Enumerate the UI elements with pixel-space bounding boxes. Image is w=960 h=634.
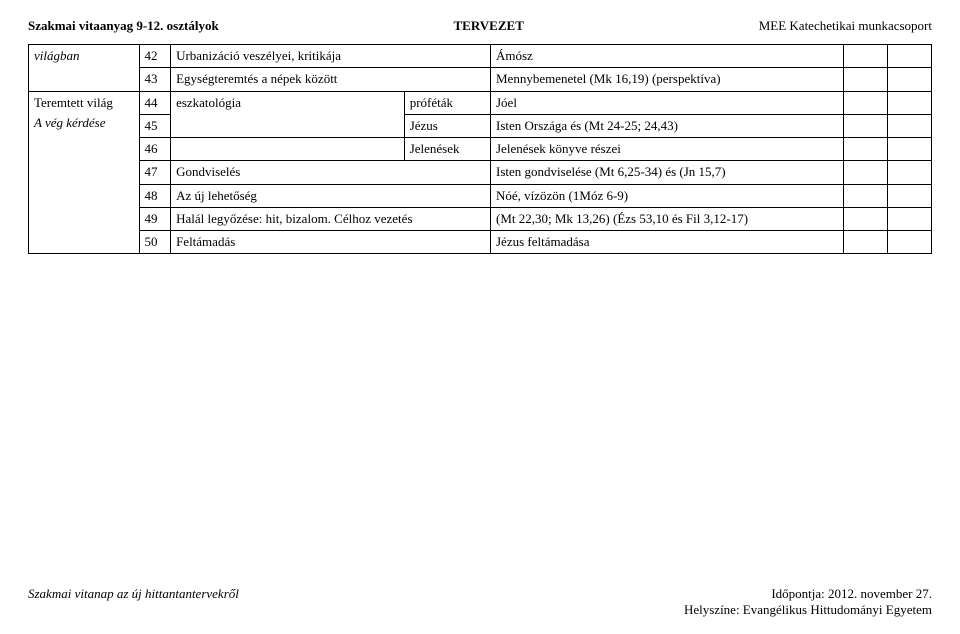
row-theme: Halál legyőzése: hit, bizalom. Célhoz ve… (171, 207, 491, 230)
row-extra (887, 114, 931, 137)
side-label-teremtett-aveg: Teremtett világ A vég kérdése (29, 91, 140, 254)
row-extra (843, 68, 887, 91)
footer-right: Időpontja: 2012. november 27. Helyszíne:… (684, 586, 932, 618)
row-number: 48 (139, 184, 171, 207)
page-footer: Szakmai vitanap az új hittantantervekről… (28, 586, 932, 618)
footer-place: Helyszíne: Evangélikus Hittudományi Egye… (684, 602, 932, 618)
row-sub: Jelenések (404, 138, 490, 161)
table-row: 48 Az új lehetőség Nóé, vízözön (1Móz 6-… (29, 184, 932, 207)
row-sub: Jézus (404, 114, 490, 137)
row-desc: Jézus feltámadása (491, 231, 844, 254)
table-row: 50 Feltámadás Jézus feltámadása (29, 231, 932, 254)
table-row: világban 42 Urbanizáció veszélyei, kriti… (29, 45, 932, 68)
row-number: 42 (139, 45, 171, 68)
row-desc: (Mt 22,30; Mk 13,26) (Ézs 53,10 és Fil 3… (491, 207, 844, 230)
row-extra (843, 184, 887, 207)
row-extra (843, 91, 887, 114)
row-number: 44 (139, 91, 171, 114)
row-theme: Egységteremtés a népek között (171, 68, 491, 91)
row-extra (887, 91, 931, 114)
row-desc: Ámósz (491, 45, 844, 68)
row-theme: Az új lehetőség (171, 184, 491, 207)
row-desc: Jóel (491, 91, 844, 114)
row-extra (843, 138, 887, 161)
row-sub: próféták (404, 91, 490, 114)
table-row: 45 Jézus Isten Országa és (Mt 24-25; 24,… (29, 114, 932, 137)
table-row: 43 Egységteremtés a népek között Mennybe… (29, 68, 932, 91)
row-extra (887, 68, 931, 91)
row-number: 47 (139, 161, 171, 184)
side-label-aveg: A vég kérdése (34, 115, 134, 131)
row-extra (843, 45, 887, 68)
table-row: Teremtett világ A vég kérdése 44 eszkato… (29, 91, 932, 114)
table-row: 47 Gondviselés Isten gondviselése (Mt 6,… (29, 161, 932, 184)
row-number: 46 (139, 138, 171, 161)
row-extra (887, 161, 931, 184)
row-extra (887, 138, 931, 161)
footer-date: Időpontja: 2012. november 27. (684, 586, 932, 602)
page-header: Szakmai vitaanyag 9-12. osztályok TERVEZ… (28, 18, 932, 34)
table-row: 46 Jelenések Jelenések könyve részei (29, 138, 932, 161)
curriculum-table: világban 42 Urbanizáció veszélyei, kriti… (28, 44, 932, 254)
row-theme: Gondviselés (171, 161, 491, 184)
row-extra (843, 114, 887, 137)
row-number: 43 (139, 68, 171, 91)
table-row: 49 Halál legyőzése: hit, bizalom. Célhoz… (29, 207, 932, 230)
row-desc: Mennybemenetel (Mk 16,19) (perspektíva) (491, 68, 844, 91)
header-left: Szakmai vitaanyag 9-12. osztályok (28, 18, 219, 34)
row-theme (171, 138, 405, 161)
row-extra (843, 207, 887, 230)
row-extra (843, 231, 887, 254)
row-theme: Urbanizáció veszélyei, kritikája (171, 45, 491, 68)
row-extra (843, 161, 887, 184)
header-center: TERVEZET (454, 18, 524, 34)
row-extra (887, 184, 931, 207)
row-theme: Feltámadás (171, 231, 491, 254)
side-label-teremtett: Teremtett világ (34, 95, 134, 111)
side-label-vilagban: világban (29, 45, 140, 92)
row-theme: eszkatológia (171, 91, 405, 138)
footer-left: Szakmai vitanap az új hittantantervekről (28, 586, 239, 618)
row-desc: Isten gondviselése (Mt 6,25-34) és (Jn 1… (491, 161, 844, 184)
row-extra (887, 45, 931, 68)
row-number: 45 (139, 114, 171, 137)
row-desc: Nóé, vízözön (1Móz 6-9) (491, 184, 844, 207)
row-number: 50 (139, 231, 171, 254)
row-number: 49 (139, 207, 171, 230)
page: Szakmai vitaanyag 9-12. osztályok TERVEZ… (0, 0, 960, 634)
row-extra (887, 207, 931, 230)
row-desc: Isten Országa és (Mt 24-25; 24,43) (491, 114, 844, 137)
row-desc: Jelenések könyve részei (491, 138, 844, 161)
row-extra (887, 231, 931, 254)
header-right: MEE Katechetikai munkacsoport (759, 18, 932, 34)
